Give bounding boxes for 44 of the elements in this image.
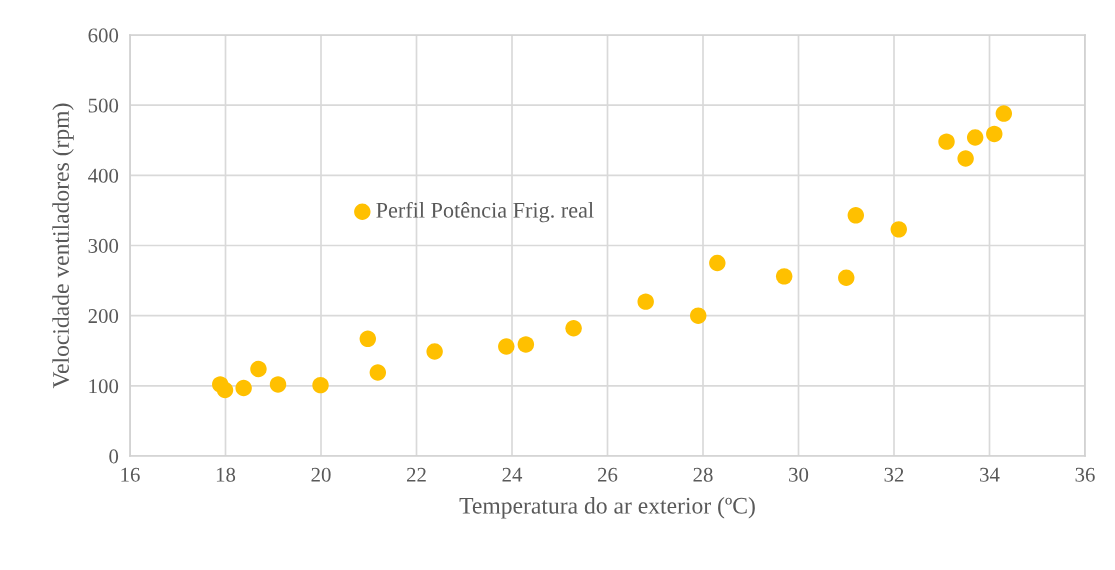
- x-tick-label: 34: [980, 467, 1000, 482]
- y-tick-label: 100: [89, 379, 119, 394]
- point: [369, 364, 387, 381]
- x-tick-label: 36: [1075, 467, 1095, 482]
- y-tick-label: 600: [88, 28, 119, 43]
- y-tick-label: 0: [109, 449, 119, 464]
- point: [235, 379, 252, 397]
- y-tick-label: 200: [88, 309, 119, 324]
- point: [690, 307, 707, 324]
- point: [966, 129, 984, 146]
- x-tick-label: 20: [311, 467, 331, 482]
- x-tick-label: 26: [598, 467, 618, 482]
- point: [890, 221, 907, 238]
- point: [498, 338, 515, 355]
- x-tick-label: 18: [216, 467, 236, 482]
- point: [957, 150, 974, 167]
- point: [216, 381, 234, 399]
- point: [986, 125, 1003, 143]
- x-tick-label: 22: [407, 467, 426, 482]
- point: [709, 254, 726, 272]
- point: [637, 293, 654, 310]
- x-axis-title: Temperatura do ar exterior (ºC): [459, 497, 755, 519]
- x-tick-label: 16: [121, 467, 140, 482]
- point: [847, 207, 865, 224]
- point: [995, 105, 1013, 122]
- point: [312, 376, 329, 394]
- x-tick-label: 30: [789, 467, 809, 482]
- point: [938, 133, 955, 150]
- x-tick-label: 28: [693, 467, 713, 482]
- point: [269, 376, 287, 393]
- point: [565, 320, 582, 337]
- x-tick-label: 32: [884, 467, 904, 482]
- point: [838, 269, 855, 286]
- y-tick-label: 500: [88, 98, 119, 113]
- point: [517, 336, 535, 353]
- y-tick-label: 400: [88, 168, 119, 183]
- point: [359, 330, 377, 348]
- point: [250, 360, 267, 378]
- point: [426, 343, 443, 360]
- point: [775, 268, 793, 285]
- y-tick-label: 300: [88, 238, 119, 253]
- x-tick-label: 24: [502, 467, 523, 482]
- y-axis-title: Velocidade ventiladores (rpm): [52, 103, 74, 389]
- legend-label: Perfil Potência Frig. real: [376, 201, 594, 223]
